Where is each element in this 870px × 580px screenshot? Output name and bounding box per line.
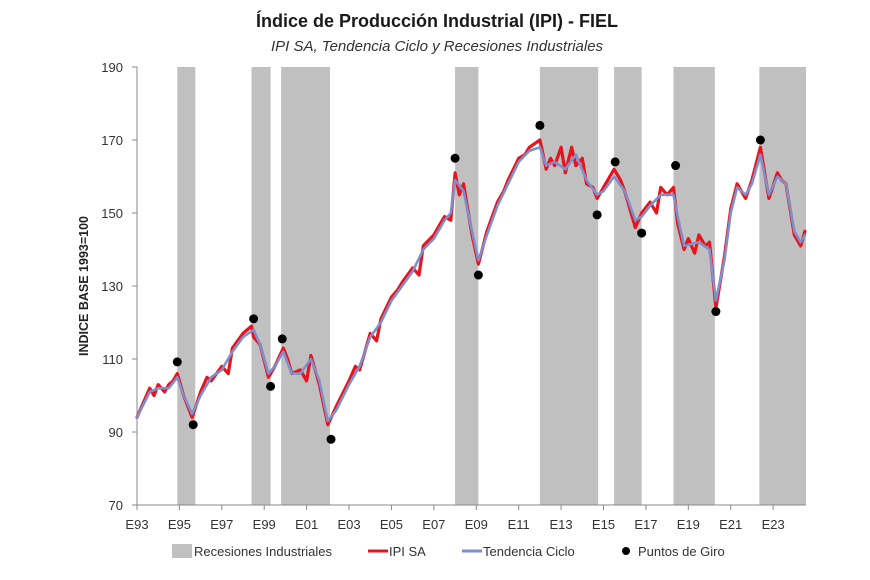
x-tick-label: E01 [295, 517, 318, 532]
legend-label-ipi-sa: IPI SA [389, 544, 426, 559]
x-tick-label: E05 [380, 517, 403, 532]
recession-band [455, 67, 479, 505]
legend-label-trend: Tendencia Ciclo [483, 544, 575, 559]
x-tick-label: E93 [125, 517, 148, 532]
x-tick-label: E11 [508, 517, 530, 532]
recession-band [251, 67, 271, 505]
turning-point [266, 381, 276, 391]
x-tick-label: E15 [592, 517, 615, 532]
turning-point [535, 120, 545, 130]
x-axis-ticks: E93 E95 E97 E99 E01 E03 E05 E07 E09 E11 E13 E15 E17 E… [125, 505, 785, 532]
x-tick-label: E17 [634, 517, 657, 532]
x-tick-label: E13 [550, 517, 573, 532]
y-tick-label: 170 [101, 133, 123, 148]
legend-swatch-recessions [172, 544, 192, 558]
recession-band [281, 67, 330, 505]
x-tick-label: E09 [465, 517, 488, 532]
x-tick-label: E97 [210, 517, 233, 532]
recession-band [539, 67, 599, 505]
legend-label-recessions: Recesiones Industriales [194, 544, 333, 559]
legend-item-turning-points: Puntos de Giro [622, 544, 725, 559]
turning-point [326, 434, 336, 444]
x-tick-label: E19 [677, 517, 700, 532]
recession-band [177, 67, 196, 505]
turning-point [755, 135, 765, 145]
y-tick-label: 90 [109, 425, 123, 440]
legend-item-trend: Tendencia Ciclo [462, 544, 575, 559]
y-tick-label: 130 [101, 279, 123, 294]
turning-point [610, 157, 620, 167]
turning-point [671, 161, 681, 171]
y-tick-label: 150 [101, 206, 123, 221]
chart-subtitle: IPI SA, Tendencia Ciclo y Recesiones Ind… [271, 38, 604, 55]
turning-point [711, 307, 721, 317]
x-tick-label: E03 [337, 517, 360, 532]
x-tick-label: E21 [719, 517, 742, 532]
turning-point [188, 420, 198, 430]
x-tick-label: E95 [168, 517, 191, 532]
recession-bands [177, 67, 806, 505]
series [135, 138, 807, 427]
turning-point [172, 357, 182, 367]
legend-item-recessions: Recesiones Industriales [172, 544, 333, 559]
legend-swatch-turning-points [622, 547, 630, 555]
turning-point [592, 210, 602, 220]
y-tick-label: 110 [102, 352, 123, 367]
turning-points [172, 120, 765, 444]
y-tick-label: 70 [109, 498, 123, 513]
recession-band [673, 67, 715, 505]
legend-item-ipi-sa: IPI SA [368, 544, 426, 559]
legend-label-turning-points: Puntos de Giro [638, 544, 725, 559]
y-tick-label: 190 [101, 60, 123, 75]
recession-band [614, 67, 642, 505]
turning-point [473, 270, 483, 280]
turning-point [637, 228, 647, 238]
x-tick-label: E99 [253, 517, 276, 532]
x-tick-label: E23 [762, 517, 785, 532]
series-tendencia-ciclo [135, 146, 807, 423]
turning-point [249, 314, 259, 324]
recession-band [759, 67, 806, 505]
legend: Recesiones Industriales IPI SA Tendencia… [172, 544, 725, 559]
chart-title: Índice de Producción Industrial (IPI) - … [256, 10, 618, 31]
x-tick-label: E07 [422, 517, 445, 532]
turning-point [277, 334, 287, 344]
turning-point [450, 153, 460, 163]
y-axis-title: INDICE BASE 1993=100 [77, 216, 91, 356]
series-ipi-sa [135, 138, 807, 427]
y-axis-ticks: 70 90 110 130 150 170 190 [101, 60, 137, 513]
